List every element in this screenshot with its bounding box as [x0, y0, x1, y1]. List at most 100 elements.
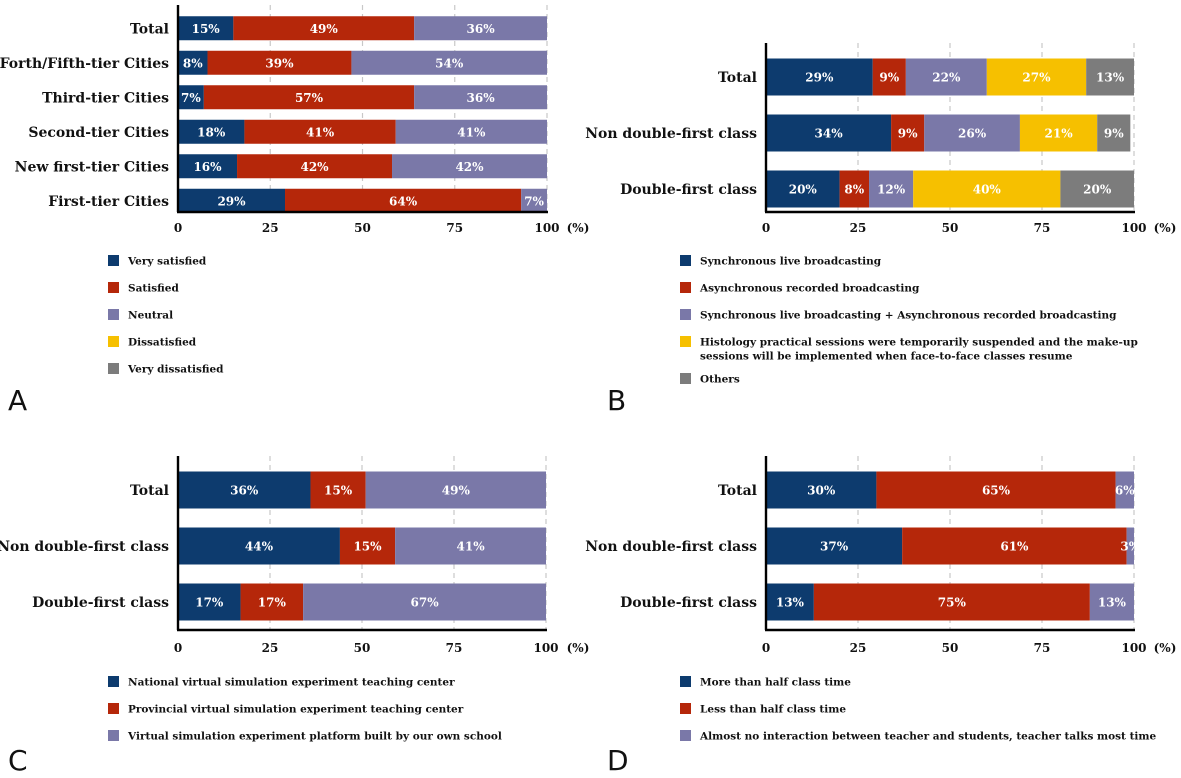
bar-segment [178, 471, 311, 509]
bar-value-label: 7% [524, 194, 544, 208]
x-tick-label: 0 [762, 221, 770, 235]
category-label: Double-first class [620, 595, 757, 611]
bar-segment [766, 58, 873, 96]
bar-value-label: 15% [192, 22, 221, 36]
bar-value-label: 13% [1096, 71, 1125, 85]
bar-segment [1126, 527, 1134, 565]
bar-segment [766, 471, 877, 509]
bar-segment [766, 583, 814, 621]
legend-swatch [680, 255, 691, 266]
legend-swatch [680, 309, 691, 320]
bar-segment [244, 119, 396, 144]
chart-panel-d: Total 30% 65% 6% Non double-first class 37% 61… [585, 456, 1176, 777]
bar-segment [240, 583, 304, 621]
bar-value-label: 3% [1120, 540, 1140, 554]
x-tick-label: 50 [354, 221, 371, 235]
bar-value-label: 36% [467, 91, 496, 105]
bar-value-label: 30% [807, 484, 836, 498]
bar-segment [766, 114, 892, 152]
bar-value-label: 65% [982, 484, 1011, 498]
legend-swatch [108, 703, 119, 714]
bar-segment [178, 16, 234, 41]
panel-letter: A [8, 384, 27, 417]
bar-segment [395, 119, 547, 144]
bar-segment [924, 114, 1020, 152]
legend-entry: Histology practical sessions were tempor… [700, 337, 1138, 363]
x-tick-label: 25 [262, 641, 279, 655]
category-label: Total [130, 21, 169, 37]
x-unit-label: (%) [567, 641, 590, 655]
bar-value-label: 21% [1045, 127, 1074, 141]
legend-entry: National virtual simulation experiment t… [128, 677, 455, 689]
bar-segment [178, 527, 340, 565]
bar-value-label: 16% [193, 160, 222, 174]
bar-segment [521, 188, 547, 213]
category-label: Total [718, 70, 757, 86]
bar-value-label: 41% [306, 125, 335, 139]
bar-value-label: 39% [265, 56, 294, 70]
bar-segment [1060, 170, 1134, 208]
legend-entry: Synchronous live broadcasting [700, 256, 882, 268]
bar-segment [178, 119, 245, 144]
legend-swatch [680, 676, 691, 687]
legend-entry: Less than half class time [700, 704, 846, 716]
legend-swatch [108, 282, 119, 293]
bar-value-label: 29% [805, 71, 834, 85]
bar-segment [1097, 114, 1131, 152]
bar-value-label: 34% [815, 127, 844, 141]
category-label: Third-tier Cities [42, 90, 169, 106]
legend-swatch [680, 730, 691, 741]
bar-segment [1089, 583, 1134, 621]
category-label: Forth/Fifth-tier Cities [0, 56, 169, 72]
bar-segment [1086, 58, 1134, 96]
category-label: First-tier Cities [48, 194, 169, 210]
bar-value-label: 8% [183, 56, 203, 70]
bar-segment [178, 583, 241, 621]
bar-segment [178, 85, 204, 110]
x-tick-label: 75 [446, 641, 463, 655]
x-tick-label: 50 [942, 221, 959, 235]
category-label: New first-tier Cities [15, 159, 169, 175]
bar-segment [876, 471, 1116, 509]
x-tick-label: 100 [534, 221, 559, 235]
bar-segment [872, 58, 906, 96]
chart-panel-b: Total 29% 9% 22% 27% 13% Non double-first clas… [585, 43, 1176, 417]
bar-segment [813, 583, 1090, 621]
bar-value-label: 37% [820, 540, 849, 554]
bar-value-label: 61% [1000, 540, 1029, 554]
legend-swatch [108, 363, 119, 374]
legend-entry: Dissatisfied [128, 337, 197, 349]
bar-segment [339, 527, 396, 565]
bar-segment [285, 188, 522, 213]
x-tick-label: 100 [1121, 221, 1146, 235]
category-label: Non double-first class [0, 539, 169, 555]
x-tick-label: 0 [174, 641, 182, 655]
legend-entry: Virtual simulation experiment platform b… [127, 731, 502, 743]
legend-swatch [680, 703, 691, 714]
bar-value-label: 13% [1098, 596, 1127, 610]
bar-value-label: 41% [457, 540, 486, 554]
bar-value-label: 20% [1083, 183, 1112, 197]
bar-value-label: 36% [230, 484, 259, 498]
x-tick-label: 0 [762, 641, 770, 655]
bar-segment [766, 527, 903, 565]
bar-segment [902, 527, 1127, 565]
legend-swatch [680, 373, 691, 384]
legend-swatch [680, 282, 691, 293]
bar-segment [913, 170, 1061, 208]
legend-swatch [108, 730, 119, 741]
x-tick-label: 75 [1034, 221, 1051, 235]
bar-segment [392, 154, 547, 179]
bar-value-label: 17% [258, 596, 287, 610]
chart-panel-a: Total 15% 49% 36% Forth/Fifth-tier Cities 8% 3… [0, 5, 589, 417]
x-tick-label: 0 [174, 221, 182, 235]
bar-segment [178, 188, 286, 213]
bar-segment [203, 85, 415, 110]
bar-segment [178, 154, 238, 179]
legend-entry: Provincial virtual simulation experiment… [128, 704, 464, 716]
bar-value-label: 7% [181, 91, 201, 105]
bar-value-label: 49% [442, 484, 471, 498]
bar-segment [766, 170, 840, 208]
bar-value-label: 40% [973, 183, 1002, 197]
